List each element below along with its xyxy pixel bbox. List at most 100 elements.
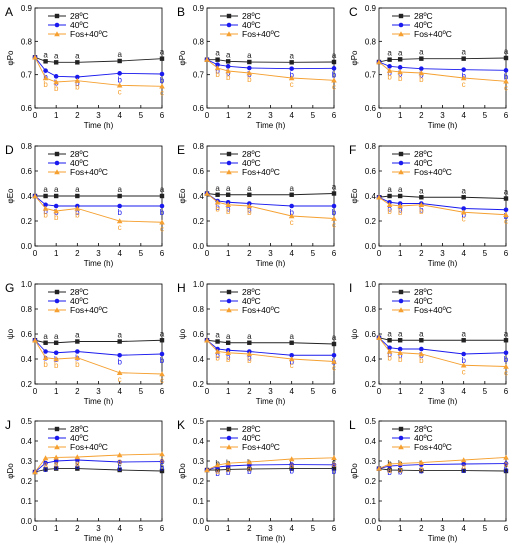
x-tick-label: 2	[247, 387, 252, 396]
data-point	[75, 193, 80, 199]
x-tick-label: 2	[247, 249, 252, 258]
legend-marker	[398, 151, 404, 157]
y-tick-label: 0.0	[193, 242, 205, 251]
y-tick-label: 0.3	[21, 457, 33, 466]
significance-label: a	[332, 183, 337, 192]
legend-marker	[226, 169, 232, 175]
y-axis-label: ψo	[350, 328, 359, 339]
significance-label: a	[461, 186, 466, 195]
data-point	[43, 193, 48, 199]
data-point	[204, 467, 210, 473]
legend-label: 28ºC	[70, 287, 89, 297]
legend-label: 28ºC	[414, 287, 433, 297]
significance-label: c	[290, 361, 294, 370]
data-point	[246, 459, 253, 465]
data-point	[117, 203, 122, 209]
significance-label: b	[117, 357, 122, 366]
legend-label: 40ºC	[70, 296, 89, 306]
data-point	[503, 55, 509, 61]
legend-marker	[54, 13, 60, 19]
data-point	[116, 218, 123, 224]
data-point	[225, 192, 231, 197]
x-tick-label: 1	[398, 387, 403, 396]
data-point	[74, 205, 81, 211]
data-point	[75, 349, 80, 354]
significance-label: c	[290, 458, 294, 467]
data-point	[288, 75, 295, 81]
x-tick-label: 1	[226, 249, 231, 258]
legend-label: 28ºC	[242, 424, 261, 434]
data-point	[116, 369, 123, 375]
data-point	[159, 451, 165, 457]
significance-label: b	[387, 204, 392, 213]
data-point	[116, 452, 123, 458]
data-point	[117, 459, 122, 465]
legend-label: 40ºC	[70, 20, 89, 30]
x-axis-label: Time (h)	[428, 397, 458, 406]
legend-label: 28ºC	[70, 11, 89, 21]
significance-label: c	[462, 80, 466, 89]
y-axis-label: ψo	[6, 328, 15, 339]
data-point	[215, 57, 220, 62]
x-tick-label: 5	[139, 524, 144, 533]
y-tick-label: 0.3	[193, 457, 205, 466]
x-tick-label: 0	[33, 387, 38, 396]
data-point	[387, 193, 392, 199]
data-point	[397, 65, 403, 70]
significance-label: b	[332, 208, 337, 217]
panel-letter: D	[5, 143, 14, 157]
y-tick-label: 0.0	[365, 517, 377, 526]
legend-marker	[54, 298, 60, 304]
x-tick-label: 4	[289, 111, 294, 120]
legend-label: Fos+40ºC	[70, 29, 108, 39]
data-point	[503, 196, 509, 201]
y-tick-label: 0.7	[193, 71, 205, 80]
data-point	[53, 79, 59, 85]
y-tick-label: 1.0	[365, 280, 377, 289]
x-tick-label: 6	[332, 524, 337, 533]
x-tick-label: 4	[461, 111, 466, 120]
data-point	[503, 207, 509, 213]
data-point	[461, 338, 466, 343]
data-point	[331, 191, 337, 196]
x-axis-label: Time (h)	[84, 534, 114, 543]
data-point	[43, 59, 48, 64]
y-tick-label: 0.6	[193, 167, 205, 176]
x-tick-label: 2	[419, 111, 424, 120]
legend-marker	[398, 298, 404, 304]
data-point	[116, 82, 123, 88]
significance-label: a	[461, 329, 466, 338]
data-point	[43, 467, 48, 472]
significance-label: a	[387, 185, 392, 194]
data-point	[215, 467, 220, 473]
legend-marker	[54, 22, 60, 28]
x-tick-label: 3	[440, 249, 445, 258]
data-point	[397, 57, 403, 62]
y-tick-label: 1.0	[193, 280, 205, 289]
y-tick-label: 0.4	[193, 437, 205, 446]
y-tick-label: 0.6	[21, 104, 33, 113]
data-point	[397, 346, 403, 352]
legend-label: Fos+40ºC	[242, 29, 280, 39]
data-point	[503, 468, 509, 474]
significance-label: b	[247, 206, 252, 215]
significance-label: a	[117, 457, 122, 466]
x-tick-label: 6	[504, 111, 509, 120]
data-point	[53, 74, 59, 79]
legend-marker	[398, 22, 404, 28]
y-axis-label: φEo	[350, 188, 359, 204]
significance-label: a	[289, 332, 294, 341]
data-point	[503, 338, 509, 343]
x-tick-label: 6	[504, 249, 509, 258]
data-point	[42, 75, 49, 81]
x-tick-label: 3	[268, 387, 273, 396]
data-point	[419, 66, 424, 71]
significance-label: b	[215, 351, 220, 360]
data-point	[503, 68, 509, 73]
series-line-1	[34, 57, 163, 78]
y-tick-label: 0.6	[193, 330, 205, 339]
significance-label: c	[504, 217, 508, 226]
legend-label: 40ºC	[414, 20, 433, 30]
y-tick-label: 0.2	[365, 380, 377, 389]
